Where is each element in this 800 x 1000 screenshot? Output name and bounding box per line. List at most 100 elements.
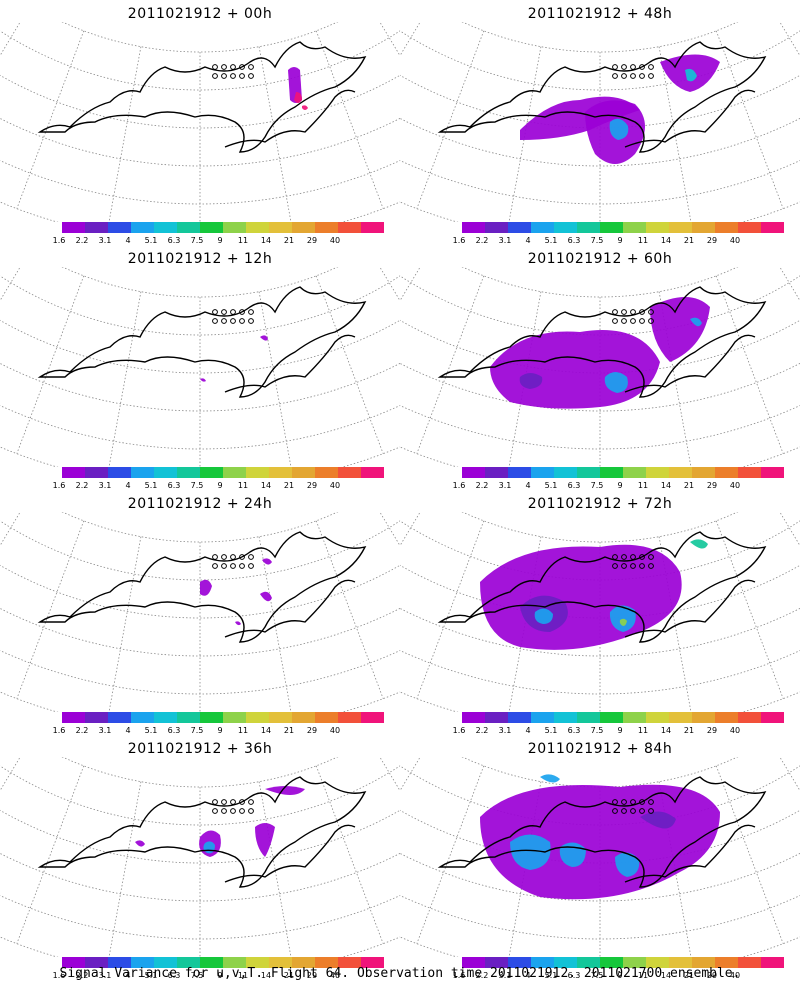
longitude-gridline (0, 22, 21, 57)
colorbar-tick-label: 3.1 (98, 236, 112, 245)
longitude-gridline (0, 267, 21, 302)
panel-title: 2011021912 + 24h (127, 496, 273, 512)
longitude-gridline (258, 536, 292, 712)
colorbar-ticks: 1.6 2.2 3.1 4 5.1 6.3 7.5 9 11 14 21 29 40 (453, 481, 761, 491)
island-outline (630, 808, 636, 814)
colorbar-segment (623, 222, 646, 233)
colorbar-segment (338, 222, 361, 233)
colorbar-segment (154, 957, 177, 968)
island-outline (630, 318, 636, 324)
colorbar-segment (85, 467, 108, 478)
colorbar-tick-label: 11 (637, 971, 649, 980)
colorbar-segment (269, 222, 292, 233)
longitude-gridline (379, 757, 400, 792)
longitude-gridline (315, 520, 384, 699)
island-outline (648, 309, 654, 315)
latitude-gridline (0, 765, 400, 826)
island-outline (630, 73, 636, 79)
island-outline (621, 318, 627, 324)
colorbar-tick-label: 3.1 (98, 726, 112, 735)
colorbar-tick-label: 6.3 (167, 481, 181, 490)
island-outline (639, 64, 645, 70)
variance-contour (255, 823, 275, 857)
colorbar-tick-label: 9 (217, 236, 223, 245)
colorbar-tick-label: 2.2 (475, 726, 489, 735)
colorbar-tick-label: 21 (683, 726, 695, 735)
colorbar-tick-label: 2.2 (475, 971, 489, 980)
latitude-gridline (0, 275, 400, 336)
panel-48h: 2011021912 + 48h 1.6 2.2 3.1 4 5.1 6.3 7.5 9 11 1… (400, 0, 800, 245)
colorbar-segment (361, 222, 384, 233)
colorbar-tick-label: 21 (283, 481, 295, 490)
island-outline (239, 73, 245, 79)
coastline (37, 41, 367, 153)
colorbar-tick-label: 2.2 (475, 236, 489, 245)
colorbar-tick-label: 9 (217, 726, 223, 735)
colorbar-tick-label: 6.3 (167, 726, 181, 735)
colorbar-segment (554, 467, 577, 478)
longitude-gridline (16, 30, 85, 209)
island-outline (212, 64, 218, 70)
panel-title: 2011021912 + 72h (527, 496, 673, 512)
colorbar-segment (315, 467, 338, 478)
island-outline (621, 563, 627, 569)
map-36h (0, 757, 400, 957)
coastline (37, 531, 367, 643)
colorbar-tick-label: 4 (525, 236, 531, 245)
colorbar-segment (200, 957, 223, 968)
latitude-gridline (400, 852, 800, 902)
colorbar-tick-label: 6.3 (167, 971, 181, 980)
latitude-gridline (400, 405, 800, 450)
colorbar-tick-label: 14 (660, 726, 672, 735)
colorbar-segment (646, 222, 669, 233)
island-outline (648, 799, 654, 805)
colorbar-segment (292, 222, 315, 233)
island-outline (230, 73, 236, 79)
colorbar-segment (62, 957, 85, 968)
colorbar-segment (623, 712, 646, 723)
variance-contour (619, 618, 627, 626)
colorbar-segment (315, 222, 338, 233)
latitude-gridline (0, 117, 400, 167)
colorbar-tick-label: 7.5 (590, 236, 604, 245)
panel-title: 2011021912 + 00h (127, 6, 273, 22)
colorbar-tick-label: 5.1 (144, 236, 158, 245)
colorbar-tick-label: 4 (525, 481, 531, 490)
island-outline (612, 73, 618, 79)
latitude-gridline (0, 520, 400, 581)
longitude-gridline (16, 520, 85, 699)
longitude-gridline (108, 46, 142, 222)
longitude-gridline (400, 512, 421, 547)
island-outline (239, 64, 245, 70)
variance-contour (690, 317, 702, 327)
panel-12h: 2011021912 + 12h 1.6 2.2 3.1 4 5.1 6.3 7.5 9 11 1… (0, 245, 400, 490)
colorbar-segment (554, 712, 577, 723)
island-outline (648, 64, 654, 70)
panel-title: 2011021912 + 36h (127, 741, 273, 757)
colorbar-segment (338, 712, 361, 723)
island-outline (248, 64, 254, 70)
island-outline (648, 563, 654, 569)
colorbar-segment (738, 957, 761, 968)
colorbar-tick-label: 9 (617, 726, 623, 735)
colorbar-segment (600, 957, 623, 968)
colorbar-segment (223, 467, 246, 478)
longitude-gridline (658, 46, 692, 222)
coastline (437, 531, 767, 643)
colorbar-segment (200, 222, 223, 233)
colorbar-segment (715, 712, 738, 723)
colorbar-segment (715, 222, 738, 233)
island-outline (612, 563, 618, 569)
island-outline (221, 64, 227, 70)
colorbar-segment (200, 712, 223, 723)
colorbar-tick-label: 7.5 (190, 236, 204, 245)
map-60h (400, 267, 800, 467)
panel-title: 2011021912 + 48h (527, 6, 673, 22)
colorbar-tick-label: 14 (660, 481, 672, 490)
island-outline (248, 318, 254, 324)
colorbar-tick-label: 3.1 (498, 971, 512, 980)
colorbar-segment (108, 712, 131, 723)
island-outline (612, 318, 618, 324)
colorbar-tick-label: 6.3 (567, 236, 581, 245)
colorbar-ticks: 1.6 2.2 3.1 4 5.1 6.3 7.5 9 11 14 21 29 40 (53, 236, 361, 246)
